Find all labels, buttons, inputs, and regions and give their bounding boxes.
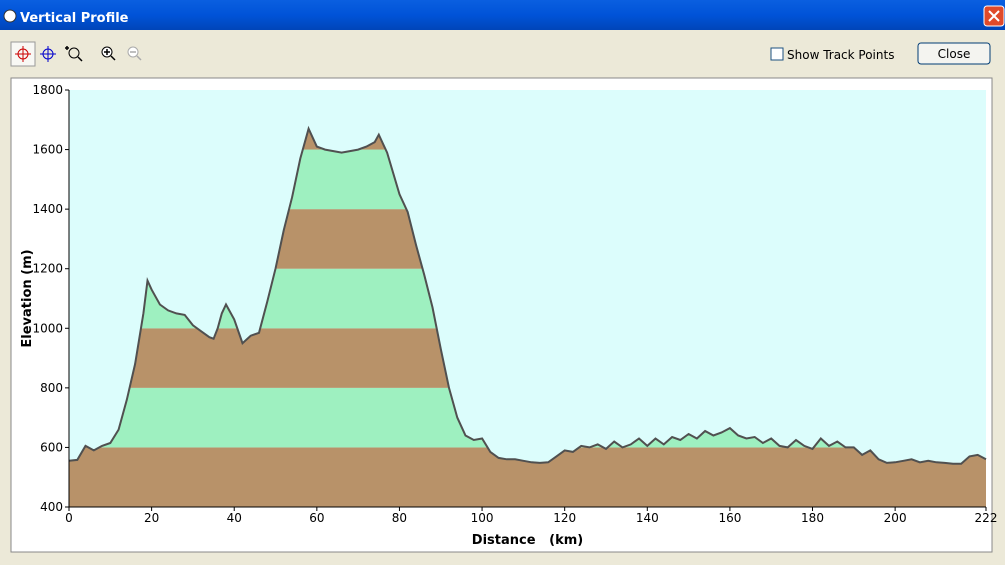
x-tick-label: 20 xyxy=(144,511,159,525)
y-tick-label: 1400 xyxy=(32,202,63,216)
x-axis-label: Distance (km) xyxy=(472,533,583,548)
tool-icon xyxy=(65,46,83,62)
tool-icon xyxy=(104,49,116,61)
x-tick-label: 222 xyxy=(975,511,998,525)
y-axis-label: Elevation (m) xyxy=(20,249,35,347)
x-tick-label: 200 xyxy=(884,511,907,525)
window-title: Vertical Profile xyxy=(20,11,129,26)
y-tick-label: 1600 xyxy=(32,143,63,157)
tool-zoom-box[interactable] xyxy=(68,47,80,59)
x-tick-label: 160 xyxy=(718,511,741,525)
y-tick-label: 400 xyxy=(40,500,63,514)
toolbar xyxy=(10,41,142,67)
x-tick-label: 100 xyxy=(471,511,494,525)
x-tick-label: 120 xyxy=(553,511,576,525)
title-bar xyxy=(0,0,1005,30)
y-tick-label: 1000 xyxy=(32,321,63,335)
tool-icon xyxy=(15,46,31,62)
checkbox-label[interactable]: Show Track Points xyxy=(787,48,894,62)
close-button-label[interactable]: Close xyxy=(938,47,971,61)
y-tick-label: 800 xyxy=(40,381,63,395)
x-tick-label: 180 xyxy=(801,511,824,525)
y-tick-label: 1200 xyxy=(32,262,63,276)
tool-icon xyxy=(130,51,142,61)
chart: 400 600 800 1000 1200 1400 1600 1800 0 20 40 60 80 10… xyxy=(20,83,997,548)
checkbox[interactable] xyxy=(770,47,784,61)
x-tick-label: 60 xyxy=(309,511,324,525)
window-close[interactable] xyxy=(983,5,1005,27)
x-tick-label: 40 xyxy=(227,511,242,525)
elevation-line xyxy=(68,125,987,465)
close-button[interactable]: Close xyxy=(917,42,991,65)
x-tick-label: 140 xyxy=(636,511,659,525)
tool-icon xyxy=(40,46,56,62)
y-tick-label: 600 xyxy=(40,440,63,454)
y-tick-label: 1800 xyxy=(32,83,63,97)
x-tick-label: 0 xyxy=(65,511,73,525)
app-icon xyxy=(3,9,17,23)
x-tick-label: 80 xyxy=(392,511,407,525)
